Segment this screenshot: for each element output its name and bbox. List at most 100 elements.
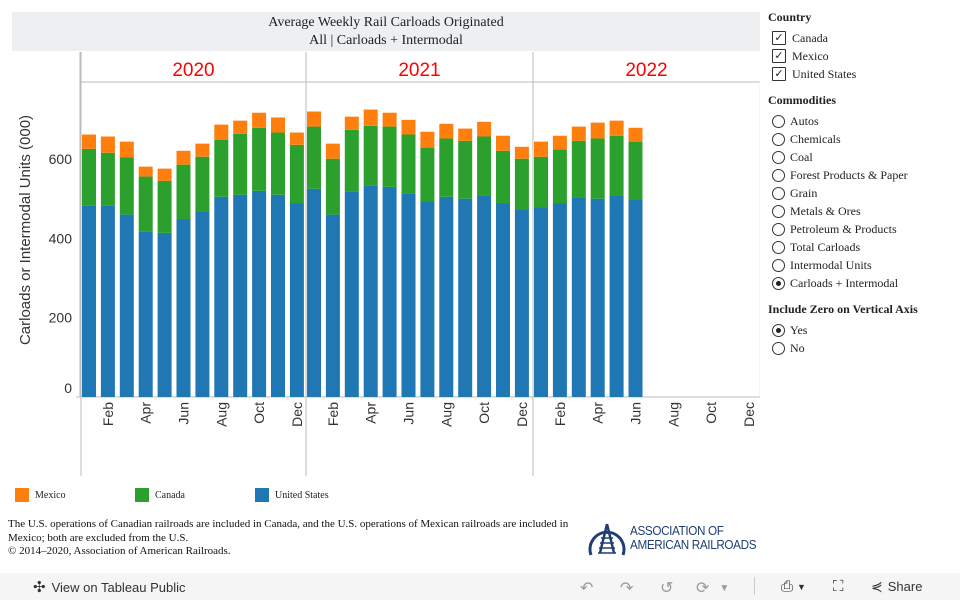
commodities-option[interactable]: Petroleum & Products — [772, 220, 958, 238]
bar-united-states — [252, 190, 267, 397]
x-tick-label: Apr — [138, 402, 154, 424]
undo-icon: ↶ — [580, 580, 594, 597]
revert-button[interactable]: ↺ — [660, 578, 673, 598]
bar-united-states — [401, 193, 416, 397]
y-tick-label: 200 — [49, 310, 73, 326]
bar-canada — [271, 132, 285, 195]
bar-canada — [119, 157, 134, 215]
bar-canada — [401, 134, 416, 194]
zero-axis-filter-title: Include Zero on Vertical Axis — [768, 302, 918, 316]
x-tick-label: Aug — [213, 402, 229, 427]
bar-mexico — [514, 146, 529, 159]
country-option-united-states[interactable]: ✓ United States — [772, 65, 958, 83]
bar-united-states — [420, 201, 435, 397]
x-tick-label: Aug — [665, 402, 681, 427]
fullscreen-button[interactable]: ⛶ — [833, 578, 844, 595]
option-label: Mexico — [792, 48, 829, 63]
radio-icon[interactable] — [772, 341, 785, 355]
checkbox-checked-icon[interactable]: ✓ — [772, 49, 786, 63]
refresh-button[interactable]: ⟳ ▼ — [696, 578, 729, 598]
radio-icon[interactable] — [772, 258, 785, 272]
radio-icon[interactable] — [772, 204, 785, 218]
option-label: Carloads + Intermodal — [790, 275, 899, 290]
commodities-option[interactable]: Intermodal Units — [772, 256, 958, 274]
commodities-option[interactable]: Total Carloads — [772, 238, 958, 256]
bar-united-states — [214, 196, 229, 397]
stacked-bar-chart: 2020 Feb Apr Jun Aug Oct Dec 2021 Feb Apr Jun Aug Oc… — [17, 52, 760, 476]
x-tick-label: Feb — [325, 402, 341, 426]
x-tick-label: Jun — [628, 402, 644, 425]
x-tick-label: Oct — [476, 402, 492, 424]
checkbox-checked-icon[interactable]: ✓ — [772, 67, 786, 81]
view-on-tableau-label: View on Tableau Public — [51, 579, 186, 595]
revert-icon: ↺ — [660, 580, 674, 597]
x-tick-label: Oct — [251, 402, 267, 424]
option-label: Autos — [790, 113, 819, 128]
country-option-mexico[interactable]: ✓ Mexico — [772, 47, 958, 65]
legend-item-canada[interactable]: Canada — [135, 488, 185, 502]
bar-mexico — [571, 126, 586, 141]
bar-canada — [363, 125, 378, 186]
radio-icon[interactable] — [772, 240, 785, 254]
bar-mexico — [534, 141, 548, 157]
bar-canada — [552, 149, 567, 204]
bar-canada — [82, 148, 96, 206]
zero-axis-filter: Include Zero on Vertical Axis Yes No — [768, 302, 958, 357]
commodities-option[interactable]: Chemicals — [772, 130, 958, 148]
zero_axis-option[interactable]: Yes — [772, 321, 958, 339]
bar-united-states — [271, 194, 285, 397]
legend-item-mexico[interactable]: Mexico — [15, 488, 66, 502]
logo-line-2: AMERICAN RAILROADS — [630, 537, 757, 552]
bar-united-states — [325, 214, 340, 397]
bar-mexico — [609, 120, 624, 136]
bar-canada — [382, 126, 397, 187]
commodities-option[interactable]: Metals & Ores — [772, 202, 958, 220]
x-tick-label: Jun — [176, 402, 192, 425]
bar-united-states — [628, 199, 643, 397]
country-filter: Country ✓ Canada ✓ Mexico ✓ United States — [768, 10, 958, 83]
radio-icon[interactable] — [772, 186, 785, 200]
legend-item-united-states[interactable]: United States — [255, 488, 329, 502]
share-button[interactable]: ⋞ Share — [871, 578, 922, 595]
x-tick-label: Feb — [552, 402, 568, 426]
bar-united-states — [233, 194, 248, 397]
bar-canada — [420, 147, 435, 202]
commodities-option[interactable]: Coal — [772, 148, 958, 166]
legend-swatch — [135, 488, 149, 502]
download-button[interactable]: ⎙ ▼ — [781, 578, 806, 595]
radio-icon[interactable] — [772, 168, 785, 182]
logo-line-1: ASSOCIATION OF — [630, 523, 724, 538]
bar-mexico — [401, 119, 416, 135]
bar-united-states — [534, 207, 548, 397]
radio-icon[interactable] — [772, 114, 785, 128]
y-tick-label: 400 — [49, 230, 73, 246]
radio-icon[interactable] — [772, 132, 785, 146]
view-on-tableau-button[interactable]: ✣ View on Tableau Public — [33, 578, 186, 596]
commodities-option[interactable]: Autos — [772, 112, 958, 130]
bar-united-states — [307, 188, 321, 397]
bar-mexico — [382, 112, 397, 127]
commodities-option[interactable]: Forest Products & Paper — [772, 166, 958, 184]
option-label: Coal — [790, 149, 813, 164]
radio-icon[interactable] — [772, 222, 785, 236]
radio-selected-icon[interactable] — [772, 323, 785, 337]
radio-icon[interactable] — [772, 150, 785, 164]
fullscreen-icon: ⛶ — [833, 578, 844, 595]
zero_axis-option[interactable]: No — [772, 339, 958, 357]
commodities-option[interactable]: Carloads + Intermodal — [772, 274, 958, 292]
year-label: 2021 — [398, 60, 440, 81]
bar-canada — [590, 138, 605, 199]
redo-button[interactable]: ↷ — [620, 578, 633, 598]
commodities-option[interactable]: Grain — [772, 184, 958, 202]
country-option-canada[interactable]: ✓ Canada — [772, 29, 958, 47]
radio-selected-icon[interactable] — [772, 276, 785, 290]
bar-mexico — [119, 141, 134, 158]
chevron-down-icon: ▼ — [719, 582, 730, 594]
bar-canada — [252, 127, 267, 191]
legend-swatch — [15, 488, 29, 502]
undo-button[interactable]: ↶ — [580, 578, 593, 598]
filter-panel: Country ✓ Canada ✓ Mexico ✓ United States C… — [768, 10, 958, 367]
bar-united-states — [514, 209, 529, 397]
checkbox-checked-icon[interactable]: ✓ — [772, 31, 786, 45]
chart-title: Average Weekly Rail Carloads Originated — [268, 15, 504, 30]
